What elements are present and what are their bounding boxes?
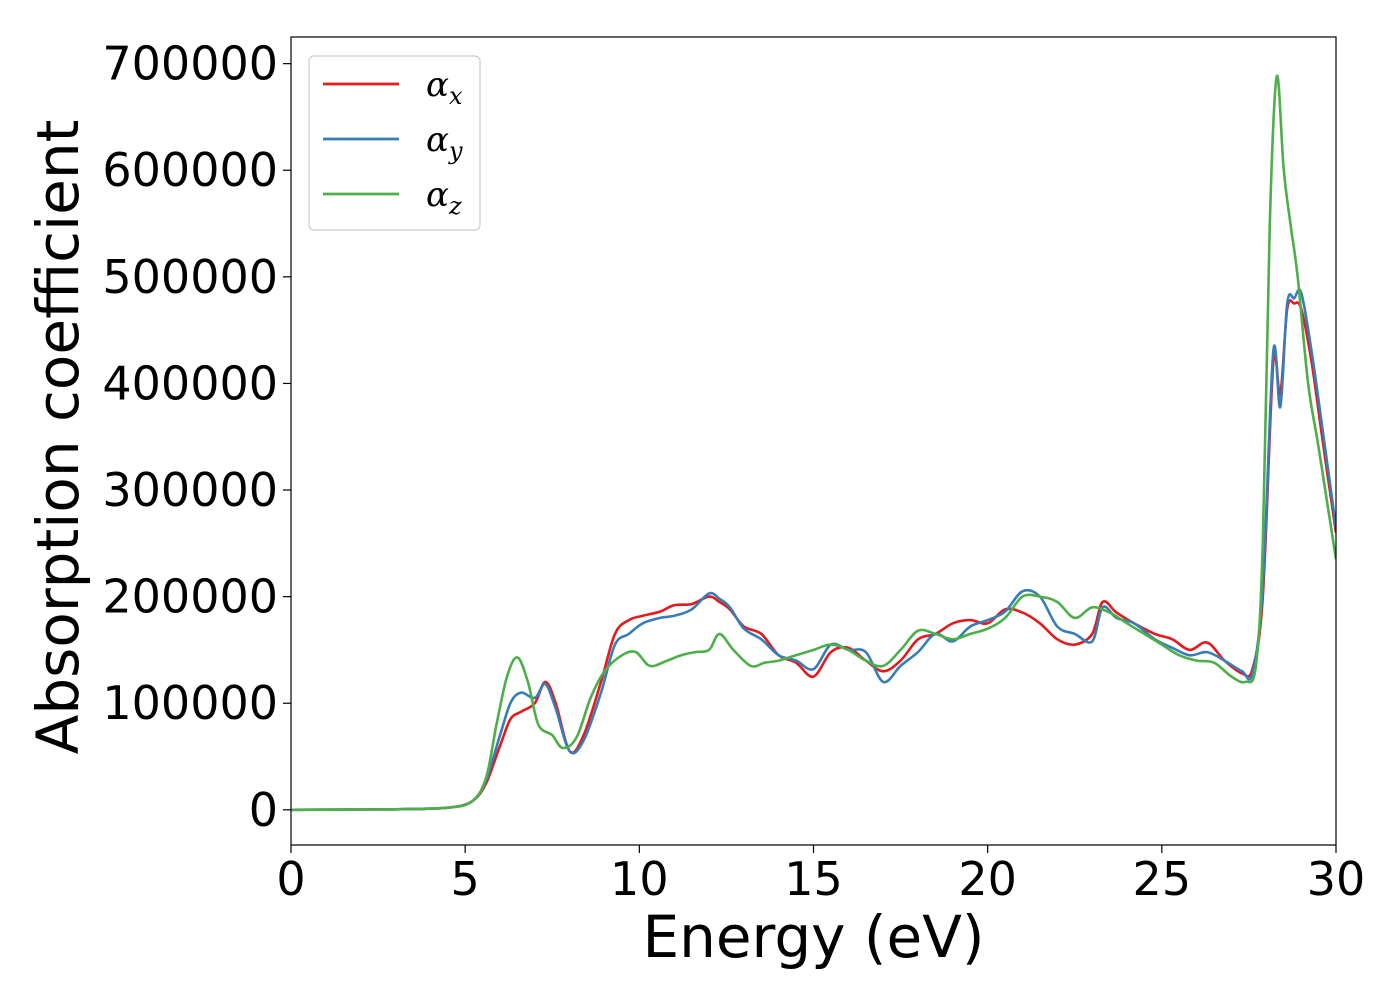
series-line-z — [291, 74, 1336, 812]
x-tick-label: 25 — [1133, 852, 1192, 906]
y-axis-title: Absorption coefficient — [24, 120, 92, 755]
legend-box — [308, 55, 481, 231]
y-tick-label: 600000 — [102, 143, 278, 197]
y-tick-label: 400000 — [102, 356, 278, 410]
x-tick-label: 5 — [451, 852, 480, 906]
x-tick-label: 0 — [276, 852, 305, 906]
x-tick-label: 15 — [784, 852, 843, 906]
x-axis: 0 5 10 15 20 25 30 — [276, 845, 1365, 906]
y-tick-label: 300000 — [102, 463, 278, 517]
y-tick-label: 0 — [249, 783, 278, 837]
legend-label-y: αy — [426, 120, 463, 165]
legend-label-x: αx — [426, 65, 463, 110]
series-line-y — [291, 288, 1336, 812]
legend: αx αy αz — [308, 55, 481, 231]
x-axis-title: Energy (eV) — [642, 903, 984, 971]
legend-label-z: αz — [426, 175, 462, 220]
series-line-x — [291, 299, 1336, 812]
y-axis: 0 100000 200000 300000 400000 500000 600000 700… — [102, 37, 291, 837]
y-tick-label: 700000 — [102, 37, 278, 91]
y-tick-label: 100000 — [102, 676, 278, 730]
plot-area — [291, 74, 1336, 812]
y-tick-label: 200000 — [102, 570, 278, 624]
x-tick-label: 10 — [610, 852, 669, 906]
x-tick-label: 30 — [1307, 852, 1366, 906]
y-tick-label: 500000 — [102, 250, 278, 304]
x-tick-label: 20 — [958, 852, 1017, 906]
